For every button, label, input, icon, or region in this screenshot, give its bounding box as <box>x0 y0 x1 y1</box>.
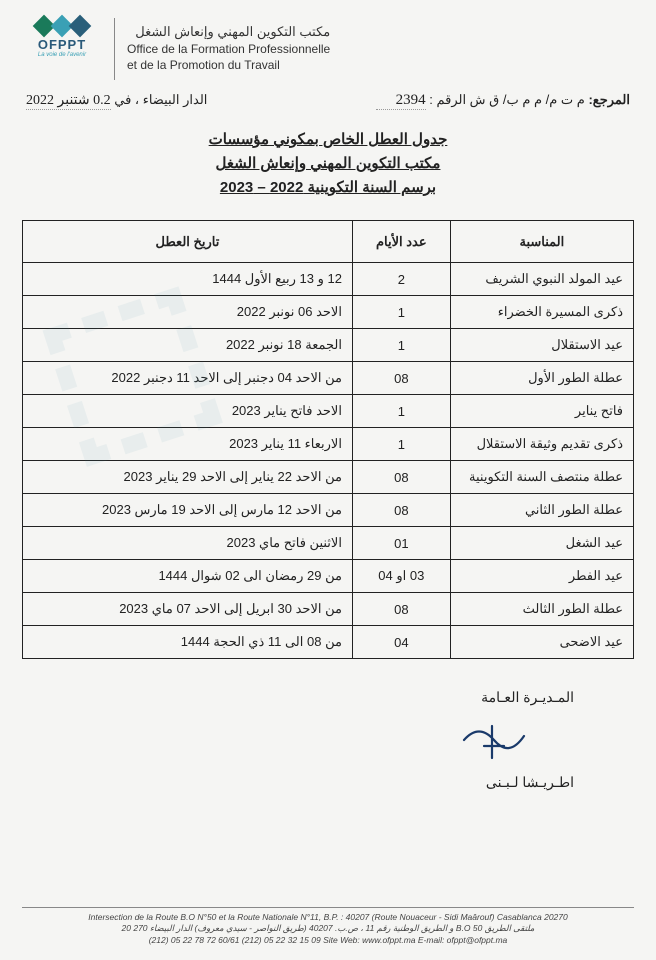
cell-dates: من الاحد 04 دجنبر إلى الاحد 11 دجنبر 202… <box>23 362 353 395</box>
ref-label: المرجع: <box>588 92 630 107</box>
cell-dates: من الاحد 30 ابريل إلى الاحد 07 ماي 2023 <box>23 593 353 626</box>
signatory-name: اطـريـشا لـبـنى <box>22 774 574 791</box>
cell-occasion: عطلة الطور الثالث <box>450 593 633 626</box>
cell-days: 04 <box>352 626 450 659</box>
cell-dates: من 08 الى 11 ذي الحجة 1444 <box>23 626 353 659</box>
cell-dates: من الاحد 22 يناير إلى الاحد 29 يناير 202… <box>23 461 353 494</box>
table-header-row: المناسبة عدد الأيام تاريخ العطل <box>23 221 634 263</box>
holidays-table: المناسبة عدد الأيام تاريخ العطل عيد المو… <box>22 220 634 659</box>
cell-days: 08 <box>352 494 450 527</box>
cell-occasion: ذكرى المسيرة الخضراء <box>450 296 633 329</box>
table-row: ذكرى المسيرة الخضراء1الاحد 06 نونبر 2022 <box>23 296 634 329</box>
cell-days: 01 <box>352 527 450 560</box>
table-row: عطلة منتصف السنة التكوينية08من الاحد 22 … <box>23 461 634 494</box>
title-line-2: مكتب التكوين المهني وإنعاش الشغل <box>216 155 441 172</box>
table-row: عيد الشغل01الاثنين فاتح ماي 2023 <box>23 527 634 560</box>
org-name-fr-1: Office de la Formation Professionnelle <box>127 42 330 56</box>
ref-prefix: م ت م/ م م ب/ ق ش الرقم : <box>429 92 585 107</box>
logo-tagline: La voie de l'avenir <box>38 52 86 58</box>
footer-line-2: ملتقى الطريق B.O 50 و الطريق الوطنية رقم… <box>22 923 634 934</box>
cell-occasion: عيد الاضحى <box>450 626 633 659</box>
cell-occasion: عطلة منتصف السنة التكوينية <box>450 461 633 494</box>
signature-block: المـديـرة العـامة اطـريـشا لـبـنى <box>22 689 634 791</box>
ref-number: 2394 <box>376 92 426 110</box>
cell-dates: الاحد 06 نونبر 2022 <box>23 296 353 329</box>
cell-dates: الاربعاء 11 يناير 2023 <box>23 428 353 461</box>
title-line-1: جدول العطل الخاص بمكوني مؤسسات <box>209 131 448 148</box>
table-row: ذكرى تقديم وثيقة الاستقلال1الاربعاء 11 ي… <box>23 428 634 461</box>
cell-occasion: عطلة الطور الأول <box>450 362 633 395</box>
table-row: عيد الاستقلال1الجمعة 18 نونبر 2022 <box>23 329 634 362</box>
cell-days: 08 <box>352 362 450 395</box>
col-dates: تاريخ العطل <box>23 221 353 263</box>
table-row: فاتح يناير1الاحد فاتح يناير 2023 <box>23 395 634 428</box>
cell-occasion: ذكرى تقديم وثيقة الاستقلال <box>450 428 633 461</box>
table-row: عيد المولد النبوي الشريف212 و 13 ربيع ال… <box>23 263 634 296</box>
org-name-fr-2: et de la Promotion du Travail <box>127 58 330 72</box>
cell-dates: من 29 رمضان الى 02 شوال 1444 <box>23 560 353 593</box>
cell-dates: الجمعة 18 نونبر 2022 <box>23 329 353 362</box>
cell-days: 08 <box>352 461 450 494</box>
document-title: جدول العطل الخاص بمكوني مؤسسات مكتب التك… <box>22 128 634 200</box>
cell-dates: من الاحد 12 مارس إلى الاحد 19 مارس 2023 <box>23 494 353 527</box>
footer: Intersection de la Route B.O N°50 et la … <box>22 907 634 946</box>
cell-days: 03 او 04 <box>352 560 450 593</box>
handwritten-signature <box>454 718 544 763</box>
ref-date: 0.2 شتنبر 2022 <box>26 92 111 110</box>
header-divider <box>114 18 115 80</box>
cell-occasion: عيد الفطر <box>450 560 633 593</box>
footer-line-3: (212) 05 22 78 72 60/61 (212) 05 22 32 1… <box>22 935 634 946</box>
col-occasion: المناسبة <box>450 221 633 263</box>
table-row: عيد الفطر03 او 04من 29 رمضان الى 02 شوال… <box>23 560 634 593</box>
title-line-3: برسم السنة التكوينية 2022 – 2023 <box>220 179 436 196</box>
cell-occasion: عيد الشغل <box>450 527 633 560</box>
col-days: عدد الأيام <box>352 221 450 263</box>
logo-name: OFPPT <box>38 37 86 52</box>
cell-days: 08 <box>352 593 450 626</box>
cell-occasion: عيد المولد النبوي الشريف <box>450 263 633 296</box>
table-row: عطلة الطور الثاني08من الاحد 12 مارس إلى … <box>23 494 634 527</box>
cell-days: 2 <box>352 263 450 296</box>
signatory-title: المـديـرة العـامة <box>22 689 574 706</box>
cell-days: 1 <box>352 296 450 329</box>
logo-icon <box>36 18 88 34</box>
cell-occasion: عطلة الطور الثاني <box>450 494 633 527</box>
cell-dates: الاثنين فاتح ماي 2023 <box>23 527 353 560</box>
footer-line-1: Intersection de la Route B.O N°50 et la … <box>22 912 634 923</box>
table-row: عطلة الطور الثالث08من الاحد 30 ابريل إلى… <box>23 593 634 626</box>
letterhead: OFPPT La voie de l'avenir مكتب التكوين ا… <box>22 18 634 80</box>
org-name-ar: مكتب التكوين المهني وإنعاش الشغل <box>127 24 330 40</box>
cell-days: 1 <box>352 428 450 461</box>
table-row: عيد الاضحى04من 08 الى 11 ذي الحجة 1444 <box>23 626 634 659</box>
cell-dates: الاحد فاتح يناير 2023 <box>23 395 353 428</box>
cell-occasion: فاتح يناير <box>450 395 633 428</box>
reference-line: المرجع: م ت م/ م م ب/ ق ش الرقم : 2394 ا… <box>26 92 630 110</box>
cell-days: 1 <box>352 395 450 428</box>
header-titles: مكتب التكوين المهني وإنعاش الشغل Office … <box>127 18 330 72</box>
table-row: عطلة الطور الأول08من الاحد 04 دجنبر إلى … <box>23 362 634 395</box>
city-label: الدار البيضاء ، في <box>114 92 207 107</box>
cell-days: 1 <box>352 329 450 362</box>
cell-occasion: عيد الاستقلال <box>450 329 633 362</box>
cell-dates: 12 و 13 ربيع الأول 1444 <box>23 263 353 296</box>
ofppt-logo: OFPPT La voie de l'avenir <box>22 18 102 58</box>
